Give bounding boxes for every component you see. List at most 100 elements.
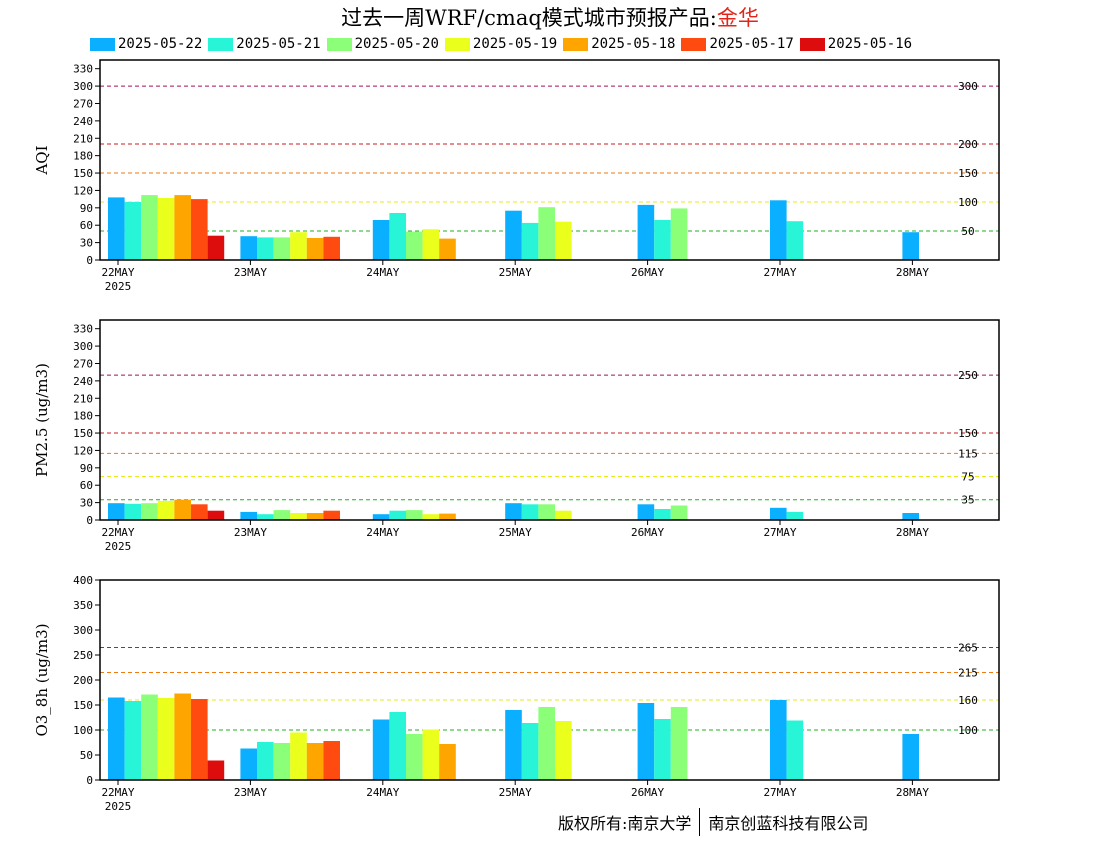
legend-item: 2025-05-18 [563, 35, 675, 53]
chart-title: 过去一周WRF/cmaq模式城市预报产品:金华 [0, 2, 1100, 32]
bar [290, 513, 307, 520]
bar [670, 505, 688, 520]
x-tick-label: 24MAY [366, 786, 399, 799]
y-axis-label: PM2.5 (ug/m3) [33, 363, 51, 477]
copyright-footer: 版权所有:南京大学 南京创蓝科技有限公司 [558, 808, 868, 836]
reference-label: 75 [961, 471, 974, 484]
bar [654, 220, 671, 260]
bar [902, 232, 919, 260]
x-tick-label: 27MAY [763, 266, 796, 279]
x-tick-label: 22MAY [101, 526, 134, 539]
x-tick-label: 25MAY [499, 266, 532, 279]
reference-label: 150 [958, 167, 978, 180]
bar [323, 236, 340, 260]
y-tick-label: 330 [73, 63, 93, 76]
legend-label: 2025-05-19 [472, 36, 558, 52]
legend-label: 2025-05-17 [709, 36, 794, 52]
bar [770, 200, 787, 260]
y-tick-label: 90 [80, 462, 93, 475]
bar [273, 237, 291, 260]
legend: 2025-05-22 2025-05-21 2025-05-20 2025-05-19… [90, 35, 918, 53]
title-city: 金华 [716, 6, 759, 30]
bar [257, 742, 274, 780]
bar [406, 510, 423, 520]
y-tick-label: 270 [73, 97, 93, 110]
bar [670, 707, 688, 780]
bar [273, 743, 291, 780]
y-tick-label: 270 [73, 357, 93, 370]
legend-item: 2025-05-22 [90, 35, 202, 53]
bar [555, 221, 572, 260]
bar [637, 703, 655, 780]
bar [555, 510, 572, 520]
y-tick-label: 350 [73, 599, 93, 612]
legend-swatch [444, 37, 470, 51]
bar [157, 198, 175, 260]
y-tick-label: 330 [73, 323, 93, 336]
bar [240, 511, 257, 520]
bar [505, 210, 522, 260]
bar [191, 699, 208, 780]
y-tick-label: 200 [73, 674, 93, 687]
bar [372, 719, 390, 780]
y-tick-label: 100 [73, 724, 93, 737]
x-tick-label: 26MAY [631, 786, 664, 799]
bar [124, 701, 142, 780]
y-tick-label: 30 [80, 497, 93, 510]
legend-item: 2025-05-20 [326, 35, 439, 53]
bar [207, 510, 225, 520]
y-tick-label: 90 [80, 202, 93, 215]
plot-frame [99, 319, 1000, 521]
bar [108, 697, 125, 780]
bar [786, 511, 804, 520]
y-tick-label: 300 [73, 624, 93, 637]
x-tick-label: 26MAY [631, 266, 664, 279]
bar [157, 698, 175, 780]
legend-swatch [563, 37, 589, 51]
reference-label: 115 [958, 447, 978, 460]
legend-swatch [681, 37, 707, 51]
bar [290, 232, 307, 260]
x-tick-label: 25MAY [499, 786, 532, 799]
bar [323, 510, 340, 520]
x-tick-label: 23MAY [234, 266, 267, 279]
bar [191, 199, 208, 260]
y-tick-label: 180 [73, 410, 93, 423]
bar [786, 221, 804, 260]
bar [422, 514, 440, 520]
bar [306, 238, 324, 260]
bar [141, 503, 158, 520]
y-tick-label: 240 [73, 375, 93, 388]
bar [521, 504, 539, 520]
x-tick-label: 25MAY [499, 526, 532, 539]
x-year-label: 2025 [105, 540, 132, 553]
bar [191, 504, 208, 520]
bar [174, 693, 191, 780]
bar [207, 235, 225, 260]
x-tick-label: 24MAY [366, 526, 399, 539]
bar [637, 504, 655, 520]
bar [786, 720, 804, 780]
bar [323, 741, 340, 780]
y-tick-label: 0 [86, 774, 93, 787]
reference-label: 265 [958, 642, 978, 655]
bar [240, 236, 257, 260]
legend-label: 2025-05-20 [354, 36, 439, 52]
reference-label: 100 [958, 196, 978, 209]
bar [372, 220, 390, 260]
bar [124, 202, 142, 260]
y-tick-label: 60 [80, 219, 93, 232]
reference-label: 200 [958, 138, 978, 151]
chart-panel: 300 200 150 100 50 0 30 60 90 120 150 180 210 240 270 3… [33, 59, 1000, 293]
y-tick-label: 120 [73, 184, 93, 197]
y-tick-label: 0 [86, 514, 93, 527]
bar [157, 500, 175, 520]
y-tick-label: 210 [73, 132, 93, 145]
legend-label: 2025-05-22 [118, 36, 203, 52]
bar [240, 748, 257, 780]
bar [770, 700, 787, 780]
reference-label: 300 [958, 80, 978, 93]
x-tick-label: 22MAY [101, 266, 134, 279]
bar [555, 721, 572, 780]
bar [290, 732, 307, 780]
